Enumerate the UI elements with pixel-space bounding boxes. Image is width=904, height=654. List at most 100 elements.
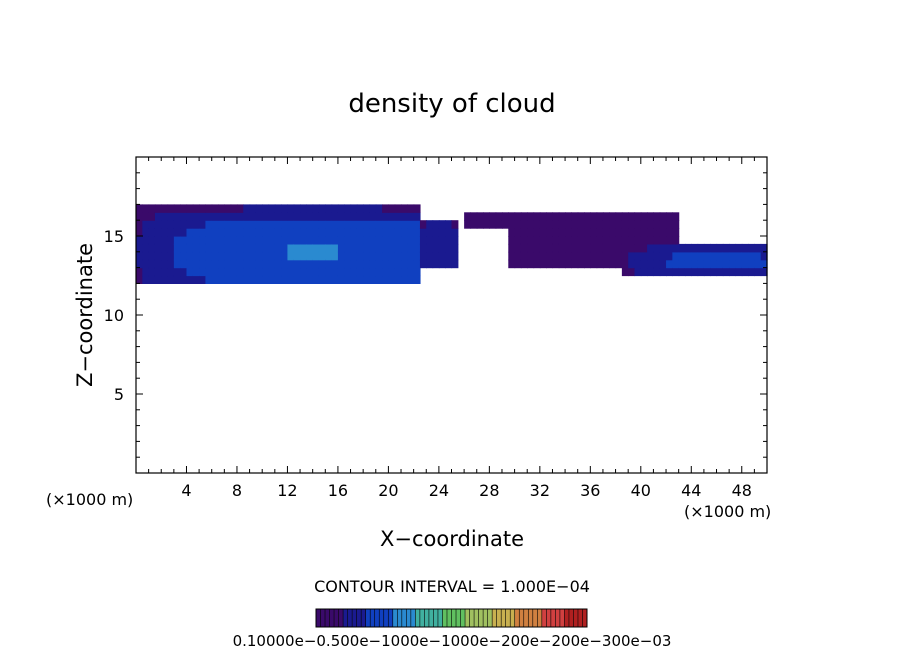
density-cell	[236, 267, 244, 277]
density-cell	[584, 259, 591, 269]
density-cell	[300, 220, 307, 229]
density-cell	[413, 228, 421, 237]
density-cell	[628, 228, 636, 237]
density-cell	[300, 259, 307, 269]
x-tick-label: 12	[277, 481, 297, 500]
density-cell	[312, 243, 320, 253]
density-cell	[337, 267, 345, 277]
density-cell	[249, 251, 257, 261]
x-tick-label: 44	[681, 481, 701, 500]
density-cell	[634, 251, 642, 261]
density-cell	[401, 267, 408, 277]
colorbar-cell	[483, 609, 488, 627]
density-cell	[577, 212, 585, 221]
density-cell	[186, 275, 194, 284]
density-cell	[325, 236, 333, 245]
density-cell	[653, 220, 661, 229]
density-cell	[356, 267, 364, 277]
density-cell	[154, 259, 162, 269]
density-cell	[312, 267, 320, 277]
density-cell	[666, 251, 673, 261]
density-cell	[382, 204, 389, 213]
density-cell	[218, 251, 225, 261]
density-cell	[584, 243, 591, 253]
chart-title: density of cloud	[348, 89, 555, 119]
density-cell	[293, 251, 301, 261]
density-cell	[647, 212, 655, 221]
density-cell	[426, 243, 434, 253]
density-cell	[148, 236, 156, 245]
density-cell	[293, 204, 301, 213]
density-cell	[407, 251, 415, 261]
density-cell	[331, 228, 339, 237]
density-cell	[432, 259, 440, 269]
density-cell	[394, 228, 402, 237]
density-cell	[659, 236, 667, 245]
density-cell	[312, 259, 320, 269]
density-cell	[710, 259, 718, 269]
density-cell	[363, 243, 371, 253]
density-cell	[741, 259, 749, 269]
density-cell	[666, 259, 673, 269]
density-cell	[451, 228, 459, 237]
density-cell	[344, 243, 352, 253]
density-cell	[401, 259, 408, 269]
density-cell	[318, 236, 326, 245]
density-cell	[419, 228, 427, 237]
density-cell	[255, 275, 263, 284]
density-cell	[426, 251, 434, 261]
density-cell	[628, 243, 636, 253]
density-cell	[281, 251, 289, 261]
density-cell	[672, 228, 680, 237]
density-cell	[577, 259, 585, 269]
density-cell	[552, 212, 560, 221]
density-cell	[640, 228, 648, 237]
density-cell	[432, 236, 440, 245]
density-cell	[382, 267, 389, 277]
density-cell	[268, 212, 276, 221]
density-cell	[350, 204, 358, 213]
colorbar-cell	[442, 609, 447, 627]
density-cell	[230, 212, 238, 221]
density-cell	[407, 204, 415, 213]
x-tick-label: 24	[429, 481, 449, 500]
density-cell	[438, 243, 446, 253]
density-cell	[590, 228, 598, 237]
density-cell	[186, 259, 194, 269]
density-cell	[325, 267, 333, 277]
density-cell	[659, 243, 667, 253]
density-cell	[527, 228, 535, 237]
density-cell	[382, 228, 389, 237]
density-cell	[571, 243, 579, 253]
density-cell	[375, 267, 383, 277]
density-cell	[451, 243, 459, 253]
density-cell	[268, 251, 276, 261]
density-cell	[331, 251, 339, 261]
density-cell	[716, 259, 724, 269]
density-cell	[602, 251, 610, 261]
density-cell	[558, 220, 566, 229]
density-cell	[306, 251, 314, 261]
density-cell	[640, 236, 648, 245]
density-cell	[659, 251, 667, 261]
density-cell	[407, 212, 415, 221]
density-cell	[375, 259, 383, 269]
density-cell	[148, 275, 156, 284]
density-cell	[647, 251, 655, 261]
colorbar-cell	[365, 609, 371, 627]
density-cell	[464, 212, 472, 221]
density-cell	[306, 212, 314, 221]
density-cell	[394, 259, 402, 269]
density-cell	[230, 275, 238, 284]
density-cell	[186, 228, 194, 237]
density-cell	[754, 267, 762, 277]
density-cell	[394, 275, 402, 284]
density-cell	[407, 243, 415, 253]
density-cell	[678, 243, 686, 253]
density-cell	[344, 212, 352, 221]
density-cell	[363, 212, 371, 221]
density-cell	[192, 228, 200, 237]
density-cell	[426, 236, 434, 245]
density-cell	[533, 212, 541, 221]
density-cell	[161, 275, 169, 284]
